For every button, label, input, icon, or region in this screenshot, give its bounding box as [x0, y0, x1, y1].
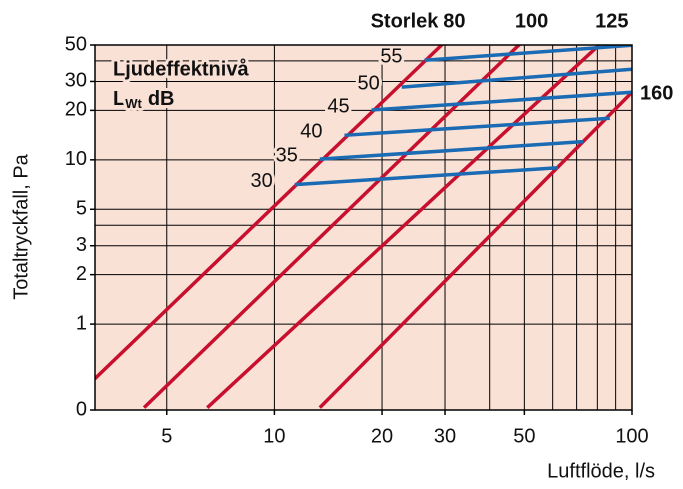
sound-level-label: 40 — [300, 121, 322, 143]
legend-unit-main: L — [113, 88, 125, 110]
sound-line — [319, 139, 584, 161]
size-value-label: 160 — [640, 82, 673, 104]
legend-title: Ljudeffektnivå — [113, 57, 249, 80]
x-tick-label: 50 — [513, 425, 535, 447]
size-value-label: 100 — [515, 10, 548, 32]
sound-level-label: 45 — [327, 95, 349, 117]
sound-level-label: 55 — [380, 45, 402, 67]
size-label: Storlek — [371, 10, 440, 32]
x-axis-label: Luftflöde, l/s — [547, 460, 655, 482]
y-tick-label: 20 — [65, 99, 87, 121]
size-line — [95, 45, 444, 381]
size-value-label: 125 — [595, 10, 628, 32]
x-tick-label: 100 — [615, 425, 648, 447]
sound-line — [424, 45, 632, 62]
y-tick-label: 10 — [65, 148, 87, 170]
size-line — [318, 90, 632, 409]
x-tick-label: 30 — [434, 425, 456, 447]
y-tick-label: 50 — [65, 33, 87, 55]
legend-unit-unit: dB — [148, 88, 175, 110]
plot-frame — [94, 44, 633, 411]
size-value-label: 80 — [443, 10, 465, 32]
x-tick-label: 10 — [263, 425, 285, 447]
legend-unit-sub: Wt — [125, 96, 142, 111]
x-tick-label: 20 — [371, 425, 393, 447]
y-tick-label: 1 — [76, 312, 87, 334]
plot-background — [95, 45, 632, 410]
y-tick-label: 30 — [65, 70, 87, 92]
sound-level-label: 50 — [357, 72, 379, 94]
sound-line — [401, 67, 632, 89]
y-tick-label: 2 — [76, 263, 87, 285]
sound-level-label: 35 — [276, 144, 298, 166]
sound-line — [344, 116, 610, 138]
y-tick-label: 0 — [76, 398, 87, 420]
y-tick-label: 5 — [76, 198, 87, 220]
y-axis-label: Totaltryckfall, Pa — [10, 153, 32, 299]
sound-line — [371, 90, 632, 112]
sound-line — [294, 165, 559, 187]
sound-level-label: 30 — [251, 170, 273, 192]
x-tick-label: 5 — [161, 425, 172, 447]
legend-unit: LWt dB — [113, 88, 175, 111]
size-line — [206, 45, 602, 409]
y-tick-label: 3 — [76, 234, 87, 256]
